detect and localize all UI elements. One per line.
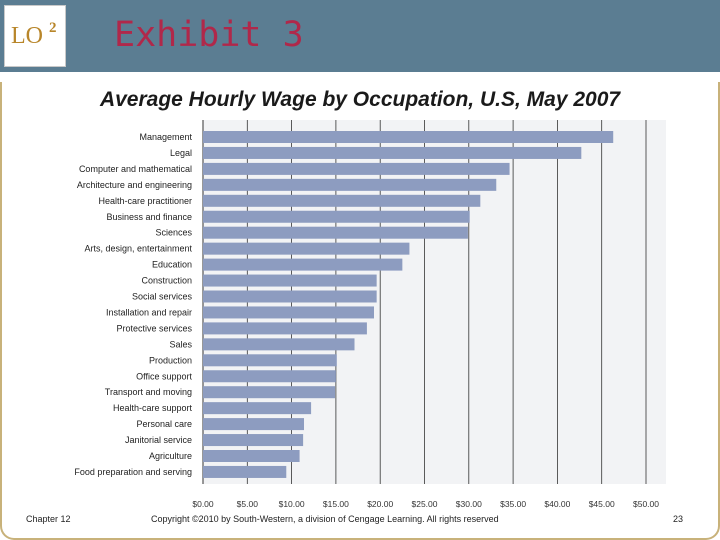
lo-badge: LO 2 <box>4 5 66 67</box>
category-label: Installation and repair <box>106 307 192 317</box>
x-tick-label: $20.00 <box>367 499 393 509</box>
bar <box>203 274 377 287</box>
category-label: Agriculture <box>149 451 192 461</box>
bar <box>203 131 614 143</box>
x-tick-label: $35.00 <box>500 499 526 509</box>
bar <box>203 290 377 303</box>
bar <box>203 162 510 175</box>
category-label: Production <box>149 355 192 365</box>
x-tick-label: $10.00 <box>279 499 305 509</box>
category-label: Arts, design, entertainment <box>84 244 192 254</box>
category-label: Health-care support <box>113 403 193 413</box>
bar <box>203 258 403 271</box>
header-bar <box>0 0 720 72</box>
footer-copyright: Copyright ©2010 by South-Western, a divi… <box>151 514 499 524</box>
category-label: Education <box>152 260 192 270</box>
category-label: Protective services <box>116 323 192 333</box>
category-label: Sales <box>169 339 192 349</box>
exhibit-title: Exhibit 3 <box>114 15 304 55</box>
bar <box>203 226 468 239</box>
category-label: Food preparation and serving <box>74 467 192 477</box>
category-label: Office support <box>136 371 192 381</box>
category-label: Computer and mathematical <box>79 164 192 174</box>
bar <box>203 146 582 159</box>
category-label: Transport and moving <box>105 387 192 397</box>
category-label: Architecture and engineering <box>77 180 192 190</box>
x-tick-label: $40.00 <box>544 499 570 509</box>
footer-chapter: Chapter 12 <box>26 514 71 524</box>
bar <box>203 465 287 478</box>
lo-label: LO <box>11 23 43 49</box>
x-tick-label: $30.00 <box>456 499 482 509</box>
x-tick-label: $50.00 <box>633 499 659 509</box>
page-number: 23 <box>673 514 684 524</box>
bar <box>203 338 355 351</box>
bar <box>203 242 410 255</box>
category-label: Sciences <box>155 228 192 238</box>
x-tick-label: $0.00 <box>192 499 214 509</box>
category-label: Management <box>139 132 192 142</box>
x-tick-label: $45.00 <box>589 499 615 509</box>
category-label: Legal <box>170 148 192 158</box>
bar <box>203 210 470 223</box>
category-label: Health-care practitioner <box>98 196 192 206</box>
category-label: Personal care <box>136 419 192 429</box>
bar <box>203 178 497 191</box>
bar <box>203 434 304 447</box>
bar <box>203 370 336 383</box>
bar <box>203 450 300 462</box>
category-label: Janitorial service <box>125 435 192 445</box>
bar <box>203 386 336 399</box>
lo-number: 2 <box>49 20 57 36</box>
x-tick-label: $25.00 <box>412 499 438 509</box>
bar <box>203 354 337 367</box>
chart-title: Average Hourly Wage by Occupation, U.S, … <box>99 88 621 111</box>
category-label: Business and finance <box>106 212 192 222</box>
bar <box>203 194 481 207</box>
bar <box>203 322 367 335</box>
bar <box>203 402 312 415</box>
bar <box>203 418 305 431</box>
x-tick-label: $5.00 <box>237 499 259 509</box>
category-label: Construction <box>141 276 192 286</box>
x-tick-label: $15.00 <box>323 499 349 509</box>
bar <box>203 306 374 319</box>
category-label: Social services <box>132 292 193 302</box>
